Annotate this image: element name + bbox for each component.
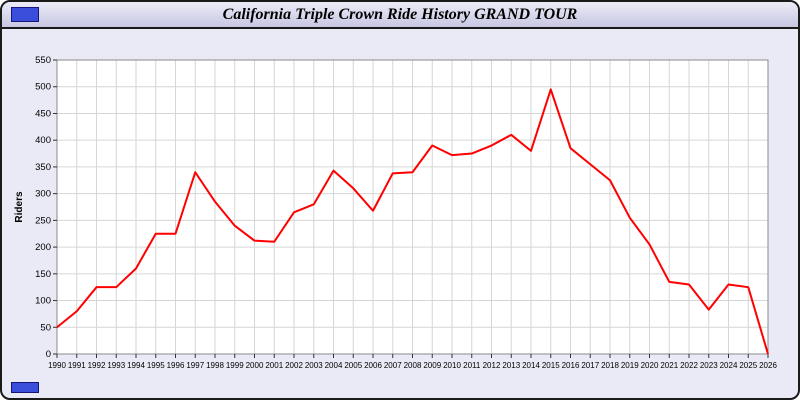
window-icon <box>11 7 39 22</box>
svg-text:0: 0 <box>46 349 51 360</box>
svg-text:2011: 2011 <box>463 361 481 370</box>
svg-text:300: 300 <box>35 189 51 200</box>
svg-text:1998: 1998 <box>206 361 224 370</box>
svg-text:2006: 2006 <box>364 361 382 370</box>
svg-text:2021: 2021 <box>660 361 678 370</box>
svg-text:2003: 2003 <box>305 361 323 370</box>
svg-text:450: 450 <box>35 108 51 119</box>
svg-text:2000: 2000 <box>246 361 264 370</box>
svg-text:1993: 1993 <box>107 361 125 370</box>
svg-text:1996: 1996 <box>167 361 185 370</box>
svg-text:2019: 2019 <box>621 361 639 370</box>
svg-text:2025: 2025 <box>739 361 757 370</box>
svg-text:2020: 2020 <box>641 361 659 370</box>
svg-text:2004: 2004 <box>325 361 343 370</box>
svg-text:550: 550 <box>35 55 51 66</box>
svg-text:2017: 2017 <box>581 361 599 370</box>
svg-text:2014: 2014 <box>522 361 540 370</box>
svg-text:Riders: Riders <box>14 191 25 223</box>
svg-text:2008: 2008 <box>404 361 422 370</box>
svg-text:2016: 2016 <box>562 361 580 370</box>
svg-text:1991: 1991 <box>68 361 86 370</box>
svg-text:2018: 2018 <box>601 361 619 370</box>
svg-text:2024: 2024 <box>720 361 738 370</box>
svg-text:200: 200 <box>35 242 51 253</box>
svg-text:1997: 1997 <box>186 361 204 370</box>
svg-text:2013: 2013 <box>502 361 520 370</box>
svg-text:2023: 2023 <box>700 361 718 370</box>
svg-text:2007: 2007 <box>384 361 402 370</box>
chart-area: 0 50 100 150 200 250 300 350 400 450 500 550 1990 199… <box>10 44 794 385</box>
svg-text:250: 250 <box>35 215 51 226</box>
svg-text:2001: 2001 <box>265 361 283 370</box>
svg-text:50: 50 <box>40 322 51 333</box>
svg-text:2012: 2012 <box>483 361 501 370</box>
svg-text:2010: 2010 <box>443 361 461 370</box>
svg-text:400: 400 <box>35 135 51 146</box>
svg-text:1999: 1999 <box>226 361 244 370</box>
window-title: California Triple Crown Ride History GRA… <box>222 5 578 23</box>
svg-text:2026: 2026 <box>759 361 777 370</box>
svg-text:1990: 1990 <box>48 361 66 370</box>
svg-text:1992: 1992 <box>88 361 106 370</box>
svg-text:2015: 2015 <box>542 361 560 370</box>
svg-text:1995: 1995 <box>147 361 165 370</box>
svg-text:1994: 1994 <box>127 361 145 370</box>
svg-text:2005: 2005 <box>344 361 362 370</box>
svg-text:2009: 2009 <box>423 361 441 370</box>
svg-text:350: 350 <box>35 162 51 173</box>
svg-text:500: 500 <box>35 82 51 93</box>
svg-text:2002: 2002 <box>285 361 303 370</box>
svg-text:100: 100 <box>35 296 51 307</box>
svg-text:150: 150 <box>35 269 51 280</box>
bottom-accent-bar <box>11 382 39 393</box>
title-bar: California Triple Crown Ride History GRA… <box>2 2 798 29</box>
svg-text:2022: 2022 <box>680 361 698 370</box>
